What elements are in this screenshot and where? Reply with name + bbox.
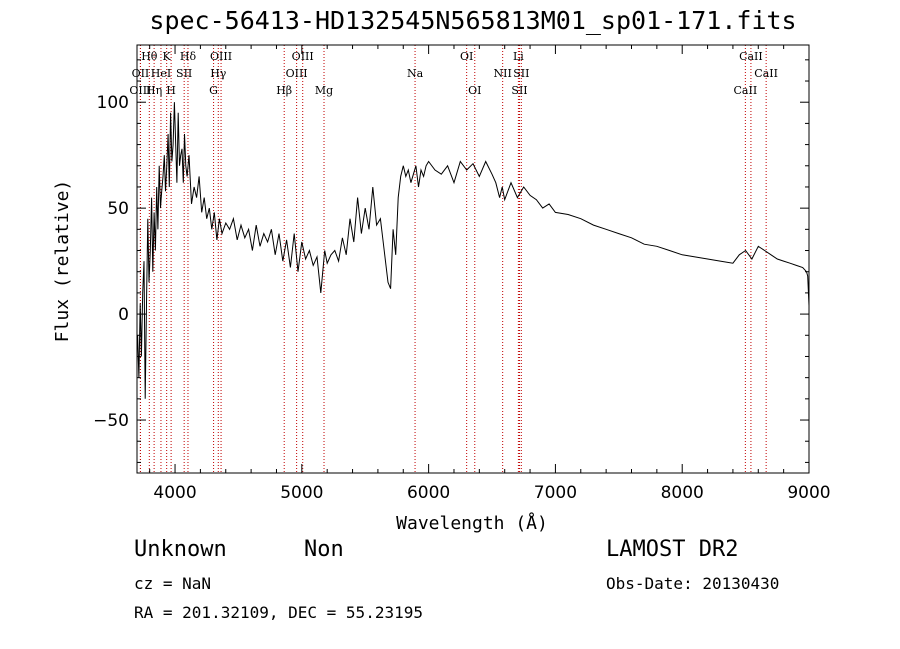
line-marker-label: Li: [513, 50, 524, 63]
line-marker-label: Hη: [146, 84, 162, 97]
survey-label: LAMOST DR2: [606, 537, 739, 562]
line-marker-label: G: [209, 84, 218, 97]
line-marker-label: SII: [511, 84, 527, 97]
line-marker-label: H: [166, 84, 176, 97]
line-marker-label: CaII: [734, 84, 758, 97]
x-axis-ticks: 4000 5000 6000 7000 8000 9000: [149, 45, 831, 503]
line-marker-label: HeI: [151, 67, 171, 80]
x-tick-label: 7000: [534, 483, 577, 503]
x-tick-label: 4000: [153, 483, 196, 503]
line-marker-label: OII: [132, 67, 150, 80]
spectral-line-markers: [139, 45, 767, 473]
line-marker-label: K: [163, 50, 172, 63]
line-marker-label: OI: [460, 50, 473, 63]
x-axis-label: Wavelength (Å): [396, 512, 548, 534]
line-marker-label: OIII: [210, 50, 232, 63]
line-marker-label: CaII: [739, 50, 763, 63]
line-marker-label: CaII: [754, 67, 778, 80]
spectrum-line: [137, 102, 810, 399]
line-marker-label: SII: [513, 67, 529, 80]
line-marker-label: OI: [468, 84, 481, 97]
x-tick-label: 8000: [661, 483, 704, 503]
line-marker-label: Hγ: [210, 67, 227, 80]
y-tick-label: 0: [118, 305, 129, 325]
x-tick-label: 6000: [407, 483, 450, 503]
x-tick-label: 5000: [280, 483, 323, 503]
line-marker-label: OIII: [129, 84, 151, 97]
x-tick-label: 9000: [787, 483, 830, 503]
y-tick-label: 100: [97, 93, 129, 113]
line-marker-label: Hβ: [276, 84, 292, 97]
obs-date-label: Obs-Date: 20130430: [606, 574, 780, 593]
y-axis-label: Flux (relative): [52, 180, 73, 343]
plot-frame: [136, 44, 810, 474]
line-marker-label: Hδ: [180, 50, 197, 63]
line-marker-label: Hθ: [141, 50, 158, 63]
chart-title: spec-56413-HD132545N565813M01_sp01-171.f…: [149, 6, 797, 35]
class-label: Unknown: [134, 537, 227, 562]
line-marker-label: Na: [407, 67, 424, 80]
line-marker-label: NII: [494, 67, 512, 80]
line-marker-label: OIII: [292, 50, 314, 63]
y-tick-label: −50: [93, 411, 129, 431]
coordinates-label: RA = 201.32109, DEC = 55.23195: [134, 603, 423, 622]
y-tick-label: 50: [107, 199, 129, 219]
y-axis-ticks: −50 0 50 100: [93, 59, 809, 463]
line-marker-label: SII: [176, 67, 192, 80]
redshift-label: cz = NaN: [134, 574, 212, 593]
line-marker-label: OIII: [286, 67, 308, 80]
line-marker-label: Mg: [315, 84, 333, 97]
subclass-label: Non: [304, 537, 344, 562]
